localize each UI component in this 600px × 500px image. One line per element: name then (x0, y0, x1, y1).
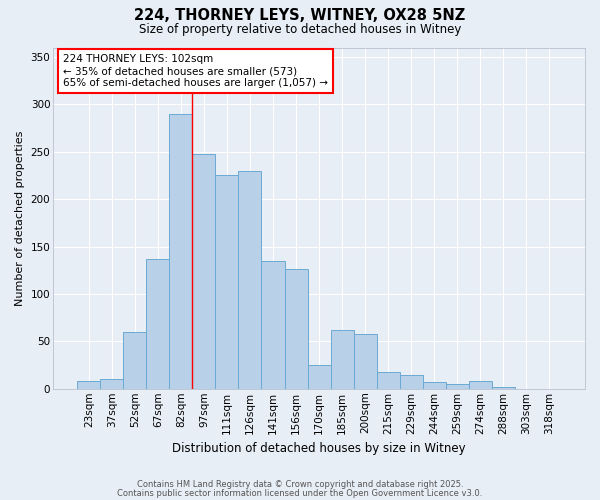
Bar (446, 384, 469, 389)
Bar (169, 114, 193, 389)
Text: 224 THORNEY LEYS: 102sqm
← 35% of detached houses are smaller (573)
65% of semi-: 224 THORNEY LEYS: 102sqm ← 35% of detach… (63, 54, 328, 88)
Bar (308, 365, 331, 389)
Bar (492, 387, 515, 389)
Text: 224, THORNEY LEYS, WITNEY, OX28 5NZ: 224, THORNEY LEYS, WITNEY, OX28 5NZ (134, 8, 466, 22)
Bar (215, 176, 238, 389)
Text: Contains public sector information licensed under the Open Government Licence v3: Contains public sector information licen… (118, 488, 482, 498)
Bar (353, 334, 377, 389)
Bar (238, 170, 262, 389)
Bar (193, 154, 215, 389)
Bar (284, 270, 308, 389)
Bar (331, 330, 353, 389)
Bar (262, 261, 284, 389)
Text: Size of property relative to detached houses in Witney: Size of property relative to detached ho… (139, 22, 461, 36)
Bar (400, 374, 422, 389)
Bar (146, 259, 169, 389)
Bar (124, 332, 146, 389)
Text: Contains HM Land Registry data © Crown copyright and database right 2025.: Contains HM Land Registry data © Crown c… (137, 480, 463, 489)
Bar (100, 380, 124, 389)
Bar (377, 372, 400, 389)
Bar (422, 382, 446, 389)
X-axis label: Distribution of detached houses by size in Witney: Distribution of detached houses by size … (172, 442, 466, 455)
Bar (469, 381, 492, 389)
Bar (77, 381, 100, 389)
Y-axis label: Number of detached properties: Number of detached properties (15, 130, 25, 306)
